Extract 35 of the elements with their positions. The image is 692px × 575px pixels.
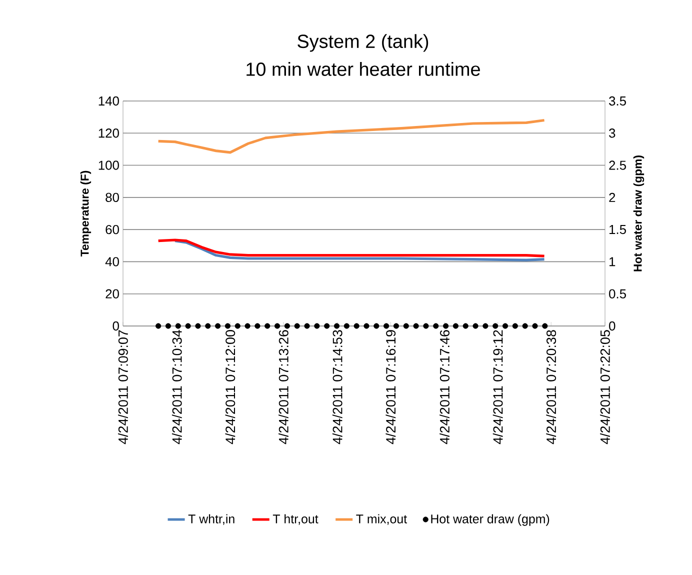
legend-label: Hot water draw (gpm) <box>431 514 550 526</box>
legend-label: T htr,out <box>272 514 318 525</box>
x-tick-label: 4/24/2011 07:09:07 <box>118 330 128 444</box>
y-tick-label: 80 <box>106 192 119 202</box>
x-tick-label: 4/24/2011 07:19:12 <box>492 330 503 444</box>
y-tick-label: 0 <box>112 321 119 331</box>
x-tick-label: 4/24/2011 07:22:05 <box>600 330 610 444</box>
x-tick-label: 4/24/2011 07:20:38 <box>546 330 556 444</box>
x-tick-label: 4/24/2011 07:14:53 <box>332 330 342 444</box>
y2-tick-label: 3.5 <box>609 96 626 106</box>
y2-tick-label: 2.5 <box>609 160 626 170</box>
x-tick-label: 4/24/2011 07:13:26 <box>278 330 288 444</box>
y-tick-label: 60 <box>106 224 119 234</box>
x-tick-label: 4/24/2011 07:16:19 <box>386 330 396 444</box>
y2-tick-label: 1 <box>610 257 616 266</box>
y-tick-label: 140 <box>98 96 119 106</box>
y2-axis-title: Hot water draw (gpm) <box>633 156 644 272</box>
chart-subtitle: 10 min water heater runtime <box>246 62 480 76</box>
x-tick-label: 4/24/2011 07:12:00 <box>225 330 236 444</box>
x-tick-label: 4/24/2011 07:10:34 <box>172 330 182 444</box>
y-tick-label: 40 <box>105 257 119 266</box>
y2-tick-label: 3 <box>609 128 616 138</box>
y-axis-title: Temperature (F) <box>80 170 92 257</box>
legend-label: T whtr,in <box>188 514 234 525</box>
y-tick-label: 20 <box>106 289 119 298</box>
line-series <box>157 118 546 154</box>
y2-tick-label: 0.5 <box>609 289 626 298</box>
chart-title: System 2 (tank) <box>298 34 428 52</box>
y-tick-label: 120 <box>98 128 119 138</box>
y2-tick-label: 2 <box>609 192 616 202</box>
x-tick-label: 4/24/2011 07:17:46 <box>440 330 450 444</box>
y-tick-label: 100 <box>98 160 119 170</box>
y2-tick-label: 0 <box>609 321 616 331</box>
y2-tick-label: 1.5 <box>610 225 626 234</box>
legend-label: T mix,out <box>356 514 407 525</box>
